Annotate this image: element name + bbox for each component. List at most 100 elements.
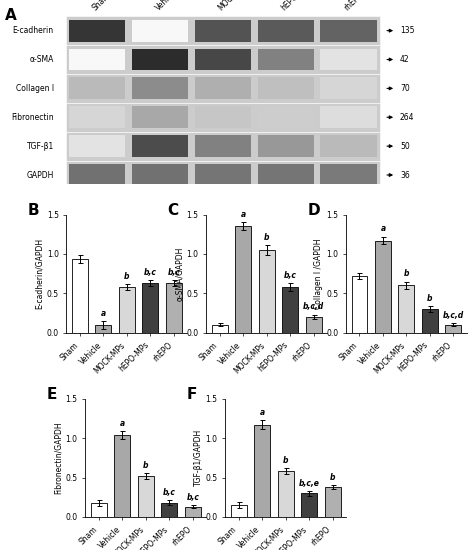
Bar (375, 240, 391, 333)
Text: b,c: b,c (186, 493, 199, 502)
Y-axis label: α-SMA/GAPDH: α-SMA/GAPDH (174, 246, 183, 301)
Bar (132, 106, 188, 128)
Text: 70: 70 (400, 84, 410, 93)
Bar (195, 20, 251, 42)
Text: 135: 135 (400, 26, 414, 35)
Bar (422, 309, 438, 333)
Text: α-SMA: α-SMA (29, 55, 54, 64)
Bar (320, 78, 377, 100)
Text: Fibronectin: Fibronectin (11, 113, 54, 122)
Bar (132, 78, 188, 100)
Text: hEPO-MPs: hEPO-MPs (280, 0, 313, 13)
Bar (69, 164, 125, 186)
Text: C: C (167, 202, 179, 218)
Bar (114, 435, 130, 517)
Bar (65, 103, 380, 131)
Bar (132, 135, 188, 157)
Bar (320, 106, 377, 128)
Text: Vehicle: Vehicle (154, 0, 179, 13)
Text: 42: 42 (400, 55, 410, 64)
Bar (306, 317, 321, 333)
Bar (65, 161, 380, 189)
Text: 264: 264 (400, 113, 414, 122)
Text: TGF-β1: TGF-β1 (27, 142, 54, 151)
Text: MOCK-MPs: MOCK-MPs (217, 0, 251, 13)
Bar (259, 250, 274, 333)
Text: b: b (404, 270, 409, 278)
Text: a: a (381, 224, 385, 233)
Text: rhEPO: rhEPO (342, 0, 365, 13)
Text: a: a (101, 309, 106, 318)
Bar (195, 164, 251, 186)
Bar (72, 260, 88, 333)
Bar (257, 106, 314, 128)
Bar (138, 476, 154, 517)
Text: b: b (264, 233, 269, 242)
Bar (446, 325, 461, 333)
Text: b,c,e: b,c,e (299, 479, 319, 488)
Bar (69, 48, 125, 70)
Bar (65, 131, 380, 161)
Bar (132, 48, 188, 70)
Text: GAPDH: GAPDH (27, 170, 54, 179)
Bar (65, 16, 380, 45)
Text: A: A (5, 8, 17, 23)
Bar (185, 507, 201, 517)
Bar (119, 287, 135, 333)
Bar (320, 20, 377, 42)
Bar (325, 487, 340, 517)
Bar (254, 425, 270, 517)
Bar (257, 48, 314, 70)
Bar (282, 287, 298, 333)
Text: b: b (330, 472, 335, 482)
Bar (166, 283, 182, 333)
Bar (352, 276, 367, 333)
Bar (132, 164, 188, 186)
Bar (195, 48, 251, 70)
Text: b,c: b,c (283, 271, 297, 280)
Text: F: F (186, 387, 197, 402)
Text: b,c,d: b,c,d (303, 302, 324, 311)
Bar (65, 45, 380, 74)
Text: B: B (27, 202, 39, 218)
Text: b,c,d: b,c,d (443, 311, 464, 320)
Bar (399, 285, 414, 333)
Bar (95, 325, 111, 333)
Text: E: E (46, 387, 57, 402)
Text: b,c: b,c (167, 268, 180, 277)
Bar (257, 135, 314, 157)
Bar (320, 164, 377, 186)
Bar (195, 78, 251, 100)
Bar (320, 135, 377, 157)
Bar (257, 78, 314, 100)
Bar (235, 227, 251, 333)
Y-axis label: Fibronectin/GAPDH: Fibronectin/GAPDH (54, 421, 63, 494)
Bar (257, 20, 314, 42)
Bar (69, 135, 125, 157)
Bar (142, 283, 158, 333)
Text: b: b (143, 461, 148, 470)
Text: a: a (260, 408, 264, 417)
Text: b: b (124, 272, 129, 280)
Bar (132, 20, 188, 42)
Bar (195, 135, 251, 157)
Text: b,c: b,c (163, 488, 176, 497)
Bar (257, 164, 314, 186)
Bar (278, 471, 293, 517)
Text: D: D (307, 202, 320, 218)
Y-axis label: TGF-β1/GAPDH: TGF-β1/GAPDH (193, 429, 202, 487)
Text: Sham: Sham (91, 0, 112, 13)
Text: 50: 50 (400, 142, 410, 151)
Y-axis label: Collagen I /GAPDH: Collagen I /GAPDH (314, 238, 323, 309)
Bar (212, 325, 228, 333)
Bar (231, 505, 246, 517)
Text: 36: 36 (400, 170, 410, 179)
Text: Collagen I: Collagen I (16, 84, 54, 93)
Bar (301, 493, 317, 517)
Text: b,c: b,c (144, 268, 157, 277)
Text: b: b (283, 456, 288, 465)
Text: a: a (120, 419, 125, 428)
Bar (69, 106, 125, 128)
Bar (91, 503, 107, 517)
Text: a: a (241, 210, 246, 219)
